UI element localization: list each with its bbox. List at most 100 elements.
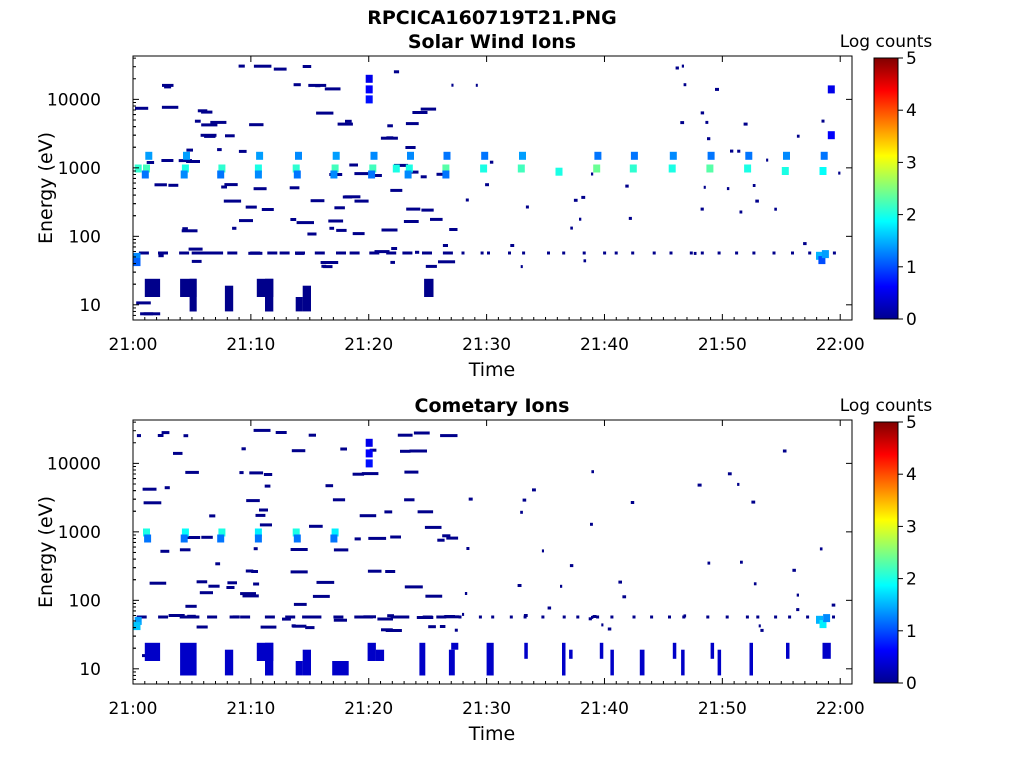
solar-wind-speckle	[705, 120, 709, 124]
cometary-lowenergy-block	[749, 642, 753, 676]
cometary-lowenergy-block	[672, 642, 677, 659]
solar-wind-band-mark	[808, 251, 812, 255]
solar-wind-count-cell	[134, 164, 142, 173]
cometary-speckle	[201, 535, 213, 539]
cometary-speckle	[332, 498, 346, 502]
solar-wind-speckle	[135, 106, 149, 110]
solar-wind-x-tick-label: 21:00	[109, 335, 158, 355]
solar-wind-count-cell	[370, 151, 378, 160]
solar-wind-speckle	[154, 183, 167, 187]
cometary-speckle	[385, 629, 402, 632]
cometary-x-tick-label: 21:10	[226, 699, 275, 719]
solar-wind-speckle	[238, 149, 247, 153]
cometary-speckle	[264, 484, 271, 488]
cometary-speckle	[333, 618, 347, 622]
solar-wind-count-cell	[781, 167, 789, 175]
solar-wind-band-mark	[631, 251, 635, 255]
cometary-speckle	[404, 470, 419, 474]
solar-wind-speckle	[328, 219, 344, 223]
cometary-speckle	[368, 536, 387, 540]
cometary-band-mark	[333, 615, 344, 619]
solar-wind-speckle	[700, 111, 705, 115]
solar-wind-count-cell	[365, 95, 373, 104]
solar-wind-count-cell	[141, 170, 149, 179]
cometary-speckle	[466, 547, 470, 550]
cometary-speckle	[796, 608, 800, 612]
cometary-speckle	[753, 582, 757, 586]
solar-wind-speckle	[197, 109, 208, 113]
cometary-count-cell	[819, 620, 827, 629]
cometary-speckle	[532, 488, 536, 492]
cometary-lowenergy-block	[367, 642, 376, 661]
cometary-speckle	[240, 592, 256, 596]
cometary-speckle	[569, 564, 574, 568]
solar-wind-speckle	[181, 229, 198, 233]
solar-wind-count-cell	[181, 164, 189, 173]
cometary-lowenergy-block	[295, 661, 303, 676]
solar-wind-speckle	[352, 232, 365, 236]
solar-wind-count-cell	[669, 151, 677, 160]
cometary-speckle	[707, 561, 711, 565]
solar-wind-speckle	[465, 198, 469, 202]
solar-wind-speckle	[583, 259, 587, 263]
cometary-band-mark	[458, 615, 462, 619]
cometary-speckle	[308, 433, 316, 437]
solar-wind-speckle	[374, 250, 390, 254]
solar-wind-band-mark	[386, 251, 397, 255]
solar-wind-count-cell	[404, 170, 412, 179]
solar-wind-speckle	[201, 123, 218, 127]
solar-wind-band-mark	[191, 251, 202, 255]
solar-wind-count-cell	[707, 151, 715, 160]
cometary-speckle	[199, 591, 213, 595]
solar-wind-speckle	[186, 160, 200, 163]
cometary-band-mark	[668, 615, 671, 619]
solar-wind-lowenergy-block	[295, 297, 303, 312]
cometary-speckle	[592, 615, 597, 618]
solar-wind-speckle	[223, 199, 242, 203]
solar-wind-band-mark	[652, 251, 656, 255]
cometary-speckle	[377, 617, 393, 621]
solar-wind-speckle	[675, 66, 679, 70]
solar-wind-band-mark	[349, 251, 360, 255]
cometary-speckle	[384, 510, 393, 514]
solar-wind-lowenergy-block	[265, 278, 274, 312]
solar-wind-speckle	[425, 264, 437, 268]
cometary-speckle	[241, 447, 246, 451]
solar-wind-count-cell	[330, 170, 338, 179]
solar-wind-speckle	[390, 188, 403, 192]
cometary-speckle	[309, 524, 323, 528]
solar-wind-count-cell	[218, 164, 226, 173]
cometary-speckle	[737, 482, 740, 486]
cometary-x-tick-label: 21:00	[109, 699, 158, 719]
solar-wind-speckle	[570, 226, 573, 230]
cometary-band-mark	[725, 615, 729, 619]
solar-wind-speckle	[238, 64, 245, 68]
solar-wind-count-cell	[368, 170, 376, 179]
cometary-speckle	[443, 615, 460, 619]
cometary-speckle	[291, 449, 306, 453]
solar-wind-count-cell	[827, 85, 835, 94]
cometary-count-cell	[218, 528, 226, 537]
cometary-speckle	[588, 617, 592, 621]
cometary-band-mark	[610, 615, 614, 619]
cometary-count-cell	[180, 534, 188, 543]
cometary-speckle	[352, 472, 365, 476]
cometary-band-mark	[509, 615, 513, 619]
cometary-speckle	[819, 547, 823, 551]
solar-wind-speckle	[591, 172, 594, 176]
cometary-band-mark	[523, 615, 527, 619]
solar-wind-speckle	[344, 195, 361, 199]
cometary-y-tick-label: 10000	[47, 454, 101, 474]
cometary-count-cell	[331, 528, 339, 537]
solar-wind-speckle	[774, 207, 777, 211]
solar-wind-band-mark	[487, 251, 490, 255]
cometary-speckle	[253, 428, 271, 432]
solar-wind-speckle	[796, 134, 800, 138]
cometary-speckle	[831, 603, 836, 607]
cometary-band-mark	[576, 615, 580, 619]
solar-wind-speckle	[345, 119, 352, 123]
solar-wind-speckle	[253, 187, 267, 191]
cometary-x-tick-label: 21:50	[698, 699, 747, 719]
solar-wind-speckle	[324, 87, 341, 91]
solar-wind-speckle	[178, 159, 192, 163]
